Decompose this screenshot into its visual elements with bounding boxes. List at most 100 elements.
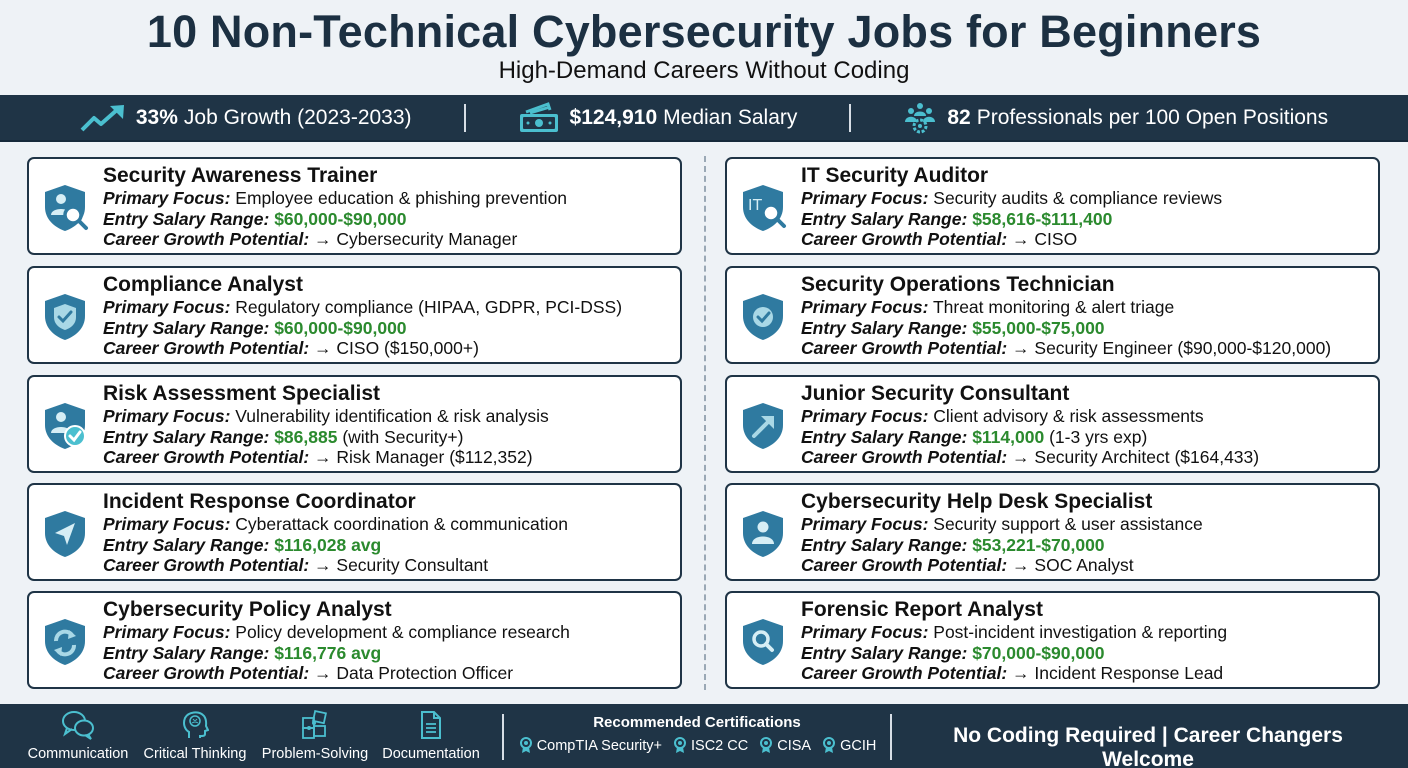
job-card: Cybersecurity Help Desk Specialist Prima… xyxy=(725,483,1380,581)
certifications-heading: Recommended Certifications xyxy=(593,714,801,731)
certifications: Recommended Certifications CompTIA Secur… xyxy=(512,714,882,754)
career-growth: Career Growth Potential: → Data Protecti… xyxy=(103,663,514,683)
award-icon xyxy=(760,737,773,754)
trend-up-icon xyxy=(80,104,126,132)
stat-divider xyxy=(849,103,852,132)
cert-gcih: GCIH xyxy=(821,737,876,754)
stat-median-salary: $124,910 Median Salary xyxy=(518,101,798,134)
shield-arrow-up-icon xyxy=(739,401,787,451)
entry-salary: Entry Salary Range: $114,000 (1-3 yrs ex… xyxy=(801,426,1148,447)
primary-focus: Primary Focus: Employee education & phis… xyxy=(103,188,568,208)
job-card: Cybersecurity Policy Analyst Primary Foc… xyxy=(27,591,682,689)
column-divider xyxy=(704,156,706,690)
career-growth: Career Growth Potential: → Incident Resp… xyxy=(801,663,1224,683)
header: 10 Non-Technical Cybersecurity Jobs for … xyxy=(0,0,1408,95)
job-card: Security Operations Technician Primary F… xyxy=(725,266,1380,364)
job-title: Cybersecurity Policy Analyst xyxy=(103,598,392,621)
job-title: Risk Assessment Specialist xyxy=(103,382,381,405)
award-icon xyxy=(674,737,686,754)
shield-user-search-icon xyxy=(41,183,89,233)
primary-focus: Primary Focus: Security audits & complia… xyxy=(801,188,1223,208)
shield-user-icon xyxy=(739,509,787,559)
career-growth: Career Growth Potential: → Security Arch… xyxy=(801,447,1260,467)
puzzle-icon xyxy=(258,710,372,740)
stat-label: Median Salary xyxy=(663,105,798,129)
stat-professionals: 82 Professionals per 100 Open Positions xyxy=(903,102,1328,134)
shield-check-icon xyxy=(41,292,89,342)
shield-refresh-icon xyxy=(41,617,89,667)
shield-check-icon xyxy=(739,292,787,342)
primary-focus: Primary Focus: Client advisory & risk as… xyxy=(801,406,1204,426)
shield-user-check-icon xyxy=(41,401,89,451)
page-subtitle: High-Demand Careers Without Coding xyxy=(498,57,910,84)
skill-communication: Communication xyxy=(26,710,130,762)
career-growth: Career Growth Potential: → CISO xyxy=(801,229,1078,249)
job-title: Incident Response Coordinator xyxy=(103,490,416,513)
career-growth: Career Growth Potential: → CISO ($150,00… xyxy=(103,338,479,358)
stat-value: $124,910 xyxy=(569,105,658,129)
job-card: Security Awareness Trainer Primary Focus… xyxy=(27,157,682,255)
entry-salary: Entry Salary Range: $116,028 avg xyxy=(103,534,382,555)
primary-focus: Primary Focus: Post-incident investigati… xyxy=(801,622,1228,642)
career-growth: Career Growth Potential: → Cybersecurity… xyxy=(103,229,518,249)
entry-salary: Entry Salary Range: $58,616-$111,400 xyxy=(801,208,1113,229)
primary-focus: Primary Focus: Security support & user a… xyxy=(801,514,1203,534)
job-title: IT Security Auditor xyxy=(801,164,989,187)
stat-job-growth: 33% Job Growth (2023-2033) xyxy=(80,104,412,132)
award-icon xyxy=(519,737,532,754)
job-card: IT IT Security Auditor Primary Focus: Se… xyxy=(725,157,1380,255)
job-title: Compliance Analyst xyxy=(103,273,303,296)
skill-problem-solving: Problem-Solving xyxy=(258,710,372,762)
primary-focus: Primary Focus: Regulatory compliance (HI… xyxy=(103,297,623,317)
job-title: Junior Security Consultant xyxy=(801,382,1070,405)
job-card: Incident Response Coordinator Primary Fo… xyxy=(27,483,682,581)
entry-salary: Entry Salary Range: $55,000-$75,000 xyxy=(801,317,1105,338)
job-card: Forensic Report Analyst Primary Focus: P… xyxy=(725,591,1380,689)
job-title: Security Awareness Trainer xyxy=(103,164,378,187)
career-growth: Career Growth Potential: → Security Cons… xyxy=(103,555,489,575)
stats-bar: 33% Job Growth (2023-2033) $124,910 Medi… xyxy=(0,95,1408,142)
primary-focus: Primary Focus: Policy development & comp… xyxy=(103,622,570,642)
skill-critical-thinking: Critical Thinking xyxy=(140,710,250,762)
footer: Communication Critical Thinking Problem-… xyxy=(0,704,1408,768)
primary-focus: Primary Focus: Threat monitoring & alert… xyxy=(801,297,1175,317)
footer-tagline: No Coding Required | Career Changers Wel… xyxy=(953,724,1343,768)
cert-comptia-security-plus: CompTIA Security+ xyxy=(518,737,662,754)
career-growth: Career Growth Potential: → SOC Analyst xyxy=(801,555,1134,575)
entry-salary: Entry Salary Range: $70,000-$90,000 xyxy=(801,642,1105,663)
cert-cisa: CISA xyxy=(758,737,811,754)
cert-isc2-cc: ISC2 CC xyxy=(672,737,748,754)
stat-label: Professionals per 100 Open Positions xyxy=(976,105,1329,129)
cash-icon xyxy=(518,101,560,134)
job-title: Cybersecurity Help Desk Specialist xyxy=(801,490,1153,513)
job-title: Security Operations Technician xyxy=(801,273,1115,296)
entry-salary: Entry Salary Range: $60,000-$90,000 xyxy=(103,317,407,338)
job-title: Forensic Report Analyst xyxy=(801,598,1043,621)
stat-divider xyxy=(463,103,466,132)
career-growth: Career Growth Potential: → Risk Manager … xyxy=(103,447,533,467)
primary-focus: Primary Focus: Vulnerability identificat… xyxy=(103,406,549,426)
shield-search-icon xyxy=(739,617,787,667)
svg-text:IT: IT xyxy=(748,197,762,214)
team-gear-icon xyxy=(903,102,937,134)
skill-documentation: Documentation xyxy=(378,710,484,762)
document-icon xyxy=(378,710,484,740)
shield-it-search-icon: IT xyxy=(739,183,787,233)
entry-salary: Entry Salary Range: $53,221-$70,000 xyxy=(801,534,1105,555)
brain-head-icon xyxy=(140,710,250,740)
award-icon xyxy=(823,737,836,754)
job-card: Junior Security Consultant Primary Focus… xyxy=(725,375,1380,473)
job-card: Risk Assessment Specialist Primary Focus… xyxy=(27,375,682,473)
chat-bubbles-icon xyxy=(26,710,130,740)
entry-salary: Entry Salary Range: $86,885 (with Securi… xyxy=(103,426,464,447)
entry-salary: Entry Salary Range: $116,776 avg xyxy=(103,642,382,663)
shield-send-icon xyxy=(41,509,89,559)
stat-label: Job Growth (2023-2033) xyxy=(183,105,412,129)
entry-salary: Entry Salary Range: $60,000-$90,000 xyxy=(103,208,407,229)
footer-divider xyxy=(890,714,892,760)
stat-value: 33% xyxy=(135,105,178,129)
page-title: 10 Non-Technical Cybersecurity Jobs for … xyxy=(146,6,1262,57)
job-card: Compliance Analyst Primary Focus: Regula… xyxy=(27,266,682,364)
primary-focus: Primary Focus: Cyberattack coordination … xyxy=(103,514,568,534)
stat-value: 82 xyxy=(947,105,971,129)
